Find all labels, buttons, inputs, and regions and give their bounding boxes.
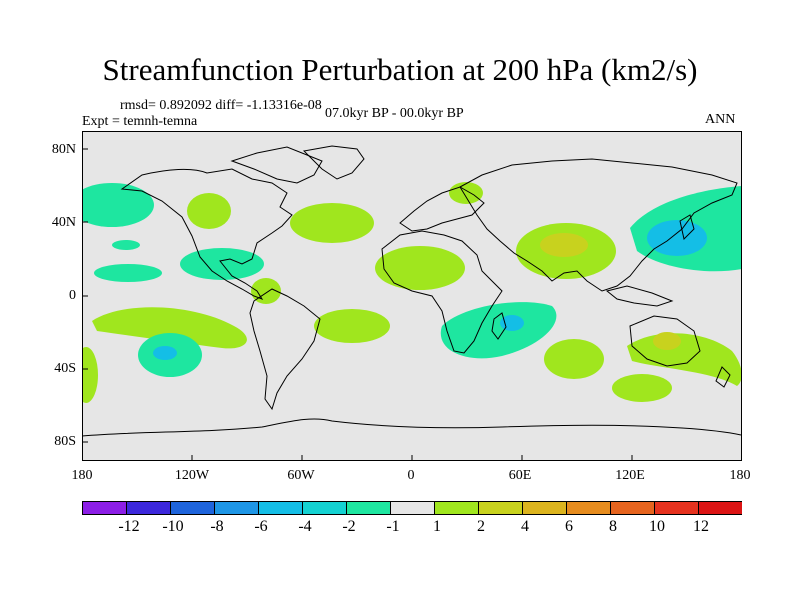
colorbar-swatch	[346, 501, 391, 515]
pos-region-australia-core	[653, 332, 681, 350]
xtick-120w: 120W	[174, 468, 210, 483]
xtick-180w: 180	[71, 468, 93, 483]
coast-north-america	[120, 168, 293, 300]
colorbar-swatch	[214, 501, 259, 515]
colorbar-label: -10	[162, 518, 184, 535]
coast-greenland	[302, 145, 365, 180]
experiment-label: Expt = temnh-temna	[82, 114, 198, 129]
colorbar-swatch	[258, 501, 303, 515]
coast-canadian-arctic	[230, 146, 323, 184]
colorbar	[82, 501, 742, 515]
colorbar-label: 8	[609, 518, 617, 535]
pos-region-south-atlantic	[314, 309, 390, 343]
pos-region-tasman	[612, 374, 672, 402]
colorbar-label: -4	[298, 518, 312, 535]
coast-africa	[381, 230, 503, 354]
pos-region-sahara	[375, 246, 465, 290]
season-label: ANN	[705, 112, 736, 127]
colorbar-label: 2	[477, 518, 485, 535]
neg-region-south-pacific-core	[153, 346, 177, 360]
colorbar-label: -1	[386, 518, 400, 535]
neg-region-southern-africa	[440, 302, 557, 359]
period-label: 07.0kyr BP - 00.0kyr BP	[325, 106, 464, 121]
rmsd-stats: rmsd= 0.892092 diff= -1.13316e-08	[120, 98, 322, 113]
colorbar-swatch	[698, 501, 742, 515]
xtick-60e: 60E	[508, 468, 532, 483]
colorbar-swatch	[82, 501, 127, 515]
colorbar-label: 10	[649, 518, 665, 535]
neg-region-japan-core	[647, 220, 707, 256]
ytick-0: 0	[69, 288, 76, 303]
coast-asia	[459, 158, 738, 292]
ytick-80s: 80S	[54, 434, 76, 449]
map-plot	[82, 131, 742, 461]
ytick-80n: 80N	[51, 142, 76, 157]
xtick-0: 0	[407, 468, 415, 483]
colorbar-label: -6	[254, 518, 268, 535]
colorbar-label: 12	[693, 518, 709, 535]
pos-region-south-pacific	[92, 307, 247, 349]
colorbar-swatch	[522, 501, 567, 515]
colorbar-swatch	[478, 501, 523, 515]
colorbar-swatch	[126, 501, 171, 515]
xtick-60w: 60W	[287, 468, 315, 483]
coast-europe	[399, 186, 485, 232]
colorbar-label: -12	[118, 518, 140, 535]
coast-new-zealand	[715, 366, 731, 388]
ytick-40n: 40N	[51, 215, 76, 230]
colorbar-swatch	[610, 501, 655, 515]
colorbar-label: -8	[210, 518, 224, 535]
colorbar-swatch	[170, 501, 215, 515]
neg-region-pacific-small	[112, 240, 140, 250]
colorbar-label: 6	[565, 518, 573, 535]
pos-region-north-atlantic	[290, 203, 374, 243]
colorbar-label: 4	[521, 518, 529, 535]
coast-antarctica	[82, 418, 742, 437]
map-title: Streamfunction Perturbation at 200 hPa (…	[102, 52, 698, 87]
pos-region-canada	[187, 193, 231, 229]
pos-region-tibet-core	[540, 233, 588, 257]
pos-region-indian-ocean	[544, 339, 604, 379]
colorbar-label: 1	[433, 518, 441, 535]
colorbar-swatch	[566, 501, 611, 515]
neg-region-subtropical-pacific	[94, 264, 162, 282]
xtick-180e: 180	[729, 468, 751, 483]
axis-ticks	[82, 148, 633, 461]
colorbar-label: -2	[342, 518, 356, 535]
pos-region-west-edge	[82, 347, 98, 403]
pos-region-australia	[627, 333, 742, 386]
map-background	[82, 131, 741, 460]
colorbar-swatch	[434, 501, 479, 515]
anomaly-contours	[82, 182, 742, 403]
pos-region-scandinavia	[449, 182, 483, 204]
coastlines	[82, 145, 742, 437]
neg-region-north-pacific	[82, 183, 154, 227]
coast-madagascar	[491, 312, 507, 340]
ytick-40s: 40S	[54, 361, 76, 376]
colorbar-swatch	[654, 501, 699, 515]
coast-south-america	[249, 288, 321, 411]
coast-indonesia	[605, 285, 674, 307]
colorbar-swatch	[390, 501, 435, 515]
coast-japan	[679, 214, 695, 240]
xtick-120e: 120E	[615, 468, 645, 483]
coast-australia	[629, 315, 701, 367]
colorbar-swatch	[302, 501, 347, 515]
